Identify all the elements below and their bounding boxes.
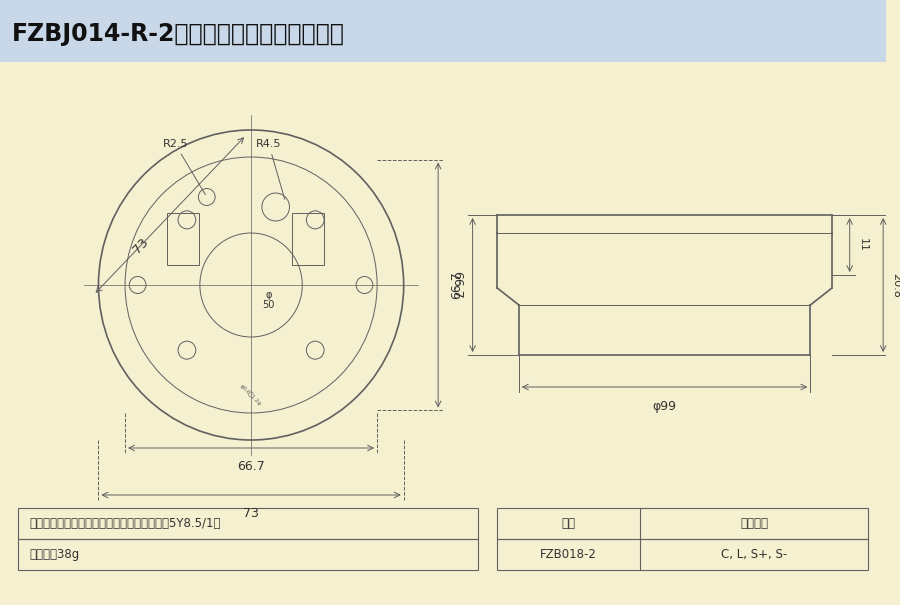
Text: 実装端子: 実装端子	[740, 517, 769, 530]
Text: FZB018-2: FZB018-2	[540, 548, 597, 561]
Text: 材質：ポリカーボネート系樹脂（マンセル値5Y8.5/1）: 材質：ポリカーボネート系樹脂（マンセル値5Y8.5/1）	[30, 517, 221, 530]
Text: R2.5: R2.5	[163, 139, 205, 195]
Text: 11: 11	[858, 238, 868, 252]
Text: φ
50: φ 50	[263, 290, 275, 310]
Text: R4.5: R4.5	[256, 139, 284, 199]
Text: φ99: φ99	[652, 400, 677, 413]
Bar	[18, 539, 478, 570]
Bar	[4, 65, 881, 530]
Bar	[292, 213, 324, 265]
Text: FZBJ014-R-2型感知器ベース（露出用）: FZBJ014-R-2型感知器ベース（露出用）	[12, 22, 345, 46]
Text: C, L, S+, S-: C, L, S+, S-	[721, 548, 788, 561]
Bar	[497, 508, 868, 539]
Text: 66.7: 66.7	[238, 460, 265, 473]
Text: 20.8: 20.8	[891, 273, 900, 298]
Bar	[0, 0, 886, 62]
Text: 仕上：約38g: 仕上：約38g	[30, 548, 80, 561]
Bar	[167, 213, 199, 265]
Text: 73: 73	[131, 235, 151, 256]
Text: 型名: 型名	[562, 517, 576, 530]
Text: 66.7: 66.7	[450, 271, 463, 299]
Text: 73: 73	[243, 507, 259, 520]
Bar	[497, 539, 868, 570]
Text: φ0.6～1.2φ: φ0.6～1.2φ	[239, 383, 263, 407]
Bar	[18, 508, 478, 539]
Text: 66.7: 66.7	[450, 271, 463, 299]
